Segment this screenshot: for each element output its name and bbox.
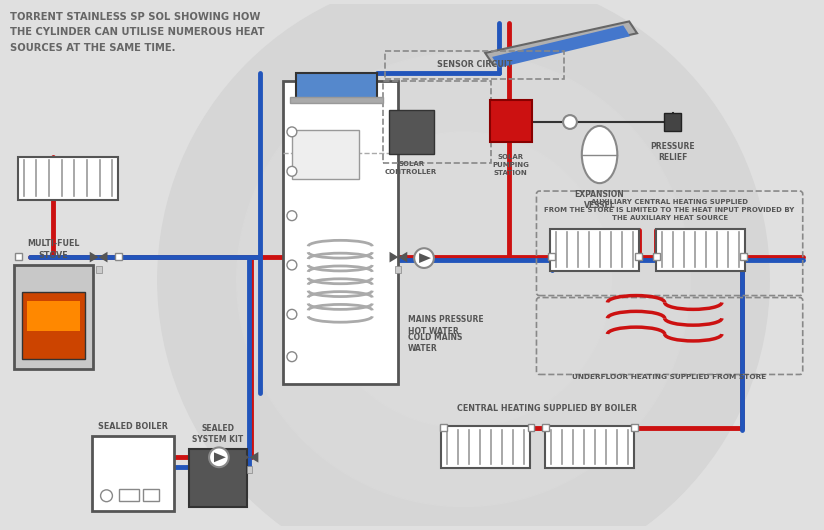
Circle shape [157, 0, 769, 530]
Polygon shape [398, 252, 407, 262]
Polygon shape [390, 252, 398, 262]
Bar [653, 253, 660, 260]
Text: MAINS PRESSURE
HOT WATER: MAINS PRESSURE HOT WATER [408, 315, 484, 335]
Bar [91, 436, 174, 510]
Text: CENTRAL HEATING SUPPLIED BY BOILER: CENTRAL HEATING SUPPLIED BY BOILER [457, 404, 637, 413]
Text: SEALED BOILER: SEALED BOILER [98, 422, 167, 431]
Circle shape [287, 166, 297, 176]
Polygon shape [214, 453, 226, 462]
Bar [115, 253, 122, 260]
Text: COLD MAINS
WATER: COLD MAINS WATER [408, 332, 462, 354]
Bar [26, 302, 80, 331]
Bar [292, 130, 359, 179]
Bar [246, 466, 252, 473]
Bar [545, 426, 634, 468]
Polygon shape [99, 252, 107, 262]
Bar [283, 81, 398, 384]
Circle shape [287, 211, 297, 220]
Bar [290, 98, 382, 103]
Text: SENSOR CIRCUIT: SENSOR CIRCUIT [437, 60, 512, 69]
Polygon shape [485, 21, 637, 65]
Bar [14, 265, 92, 368]
Text: SEALED
SYSTEM KIT: SEALED SYSTEM KIT [192, 423, 244, 445]
Bar [663, 113, 681, 131]
Circle shape [287, 310, 297, 319]
Circle shape [287, 352, 297, 361]
Bar [389, 110, 434, 154]
Bar [143, 489, 159, 501]
Bar [550, 228, 639, 271]
Circle shape [287, 127, 297, 137]
Bar [18, 156, 119, 200]
Bar [631, 424, 638, 431]
Bar [119, 489, 139, 501]
Text: SOLAR
CONTROLLER: SOLAR CONTROLLER [385, 162, 438, 175]
Bar [396, 266, 401, 273]
Circle shape [209, 447, 229, 467]
Bar [96, 266, 101, 273]
Bar [548, 253, 555, 260]
Text: TORRENT STAINLESS SP SOL SHOWING HOW
THE CYLINDER CAN UTILISE NUMEROUS HEAT
SOUR: TORRENT STAINLESS SP SOL SHOWING HOW THE… [10, 12, 265, 53]
Circle shape [316, 132, 611, 428]
Circle shape [287, 260, 297, 270]
Circle shape [563, 115, 577, 129]
Text: AUXILIARY CENTRAL HEATING SUPPLIED
FROM THE STORE IS LIMITED TO THE HEAT INPUT P: AUXILIARY CENTRAL HEATING SUPPLIED FROM … [545, 199, 794, 221]
Text: PRESSURE
RELIEF: PRESSURE RELIEF [650, 142, 695, 162]
Circle shape [101, 490, 112, 502]
Circle shape [236, 53, 691, 507]
Text: EXPANSION
VESSEL: EXPANSION VESSEL [574, 190, 625, 210]
Bar [296, 73, 377, 99]
Polygon shape [492, 25, 630, 68]
Bar [490, 100, 531, 142]
Bar [635, 253, 642, 260]
Bar [190, 449, 246, 507]
Text: MULTI-FUEL
STOVE: MULTI-FUEL STOVE [27, 238, 79, 260]
Text: SOLAR
PUMPING
STATION: SOLAR PUMPING STATION [493, 154, 529, 175]
Bar [527, 424, 535, 431]
Polygon shape [241, 452, 250, 463]
Bar [15, 253, 21, 260]
Bar [440, 424, 447, 431]
Bar [441, 426, 530, 468]
Bar [21, 292, 85, 359]
Polygon shape [419, 253, 431, 263]
Polygon shape [250, 452, 259, 463]
Bar [740, 253, 747, 260]
Circle shape [414, 248, 434, 268]
Ellipse shape [582, 126, 617, 183]
Bar [542, 424, 550, 431]
Text: UNDERFLOOR HEATING SUPPLIED FROM STORE: UNDERFLOOR HEATING SUPPLIED FROM STORE [573, 375, 766, 381]
Polygon shape [90, 252, 99, 262]
Bar [656, 228, 745, 271]
